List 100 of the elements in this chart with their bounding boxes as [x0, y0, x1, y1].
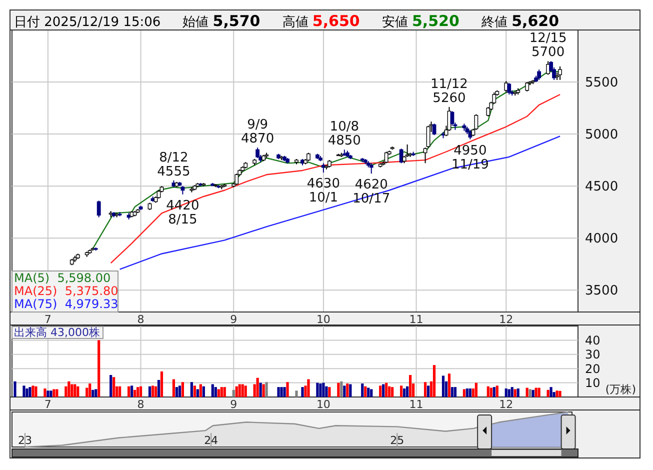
text: MA(5) 5,598.00: [14, 271, 111, 285]
bar: [259, 382, 262, 397]
x-tick-label: 9: [230, 398, 238, 411]
bar: [492, 387, 496, 397]
bar: [241, 384, 244, 397]
bar: [325, 386, 328, 397]
x-tick-label: 23: [18, 434, 32, 447]
bar: [454, 387, 457, 397]
bar: [235, 386, 238, 397]
x-tick-label: 24: [204, 434, 218, 447]
x-tick-label: 12: [499, 398, 514, 411]
x-tick-label: 8: [137, 313, 144, 326]
bar: [403, 388, 406, 397]
bar: [46, 390, 50, 397]
candlestick: [525, 82, 530, 92]
y-tick-label: 10: [585, 376, 600, 390]
bar: [88, 384, 92, 397]
bar: [277, 387, 280, 397]
bar: [349, 384, 352, 397]
x-tick-label: 9: [230, 313, 238, 326]
bar: [157, 380, 160, 397]
bar: [217, 389, 220, 397]
bar: [337, 382, 340, 397]
bar: [283, 387, 286, 397]
y-tick-label: 4000: [585, 232, 618, 247]
bar: [534, 388, 538, 397]
y-tick-label: 4500: [585, 180, 618, 195]
bar: [370, 389, 373, 397]
bar: [232, 390, 235, 397]
chart-title: 出来高 43,000株: [14, 326, 100, 339]
bar: [280, 387, 283, 397]
annotation: 10/8 4850: [328, 120, 361, 149]
bar: [220, 387, 223, 397]
bar: [346, 384, 349, 397]
bar: [546, 390, 550, 397]
bar: [244, 386, 247, 397]
bar: [528, 389, 532, 397]
bar: [214, 387, 217, 397]
bar: [450, 387, 454, 397]
bar: [307, 379, 310, 397]
bar: [154, 386, 158, 397]
bar: [181, 382, 184, 397]
bar: [316, 382, 319, 397]
bar: [448, 374, 451, 397]
bar: [406, 386, 409, 397]
bar: [343, 386, 346, 397]
candlestick: [399, 148, 404, 164]
bar: [340, 381, 343, 397]
bar: [52, 389, 56, 397]
annotation: 日付 2025/12/19 15:06: [14, 15, 161, 30]
candlestick: [384, 151, 388, 164]
bar: [112, 377, 116, 397]
bar: [238, 384, 241, 397]
bar: [148, 386, 152, 397]
candlestick: [507, 82, 512, 96]
bar: [256, 378, 259, 397]
bar: [388, 386, 391, 397]
bar: [514, 389, 516, 397]
annotation: 高値 5,650: [282, 12, 360, 30]
y-tick-label: 5500: [585, 76, 618, 91]
bar: [211, 384, 214, 397]
bar: [301, 387, 304, 397]
bar: [74, 384, 76, 397]
bar: [34, 386, 38, 397]
bar: [379, 386, 382, 397]
bar: [32, 386, 34, 397]
bar: [178, 386, 182, 397]
bar: [22, 386, 26, 397]
candlestick: [96, 200, 101, 218]
bar: [400, 386, 403, 397]
x-tick-label: 12: [499, 313, 514, 326]
bar: [265, 382, 268, 397]
candlestick: [256, 147, 260, 158]
x-tick-label: 25: [390, 434, 404, 447]
bar: [466, 388, 468, 397]
annotation: 安値 5,520: [382, 12, 460, 30]
annotation: 4630 10/1: [306, 176, 340, 206]
bar: [462, 389, 466, 397]
bar: [26, 388, 28, 397]
bar: [68, 381, 70, 397]
bar: [486, 386, 490, 397]
candlestick: [432, 123, 436, 136]
bar: [202, 386, 205, 397]
bar: [286, 382, 289, 397]
bar: [70, 384, 74, 397]
bar: [223, 387, 226, 397]
bar: [92, 390, 94, 397]
x-tick-label: 7: [44, 398, 52, 411]
bar: [50, 390, 52, 397]
y-tick-label: 3500: [585, 284, 618, 299]
annotation: 終値 5,620: [480, 12, 560, 30]
series-label: MA(25) 5,375.80: [14, 284, 118, 298]
bar: [262, 384, 265, 397]
bar: [558, 390, 562, 397]
bar: [508, 389, 510, 397]
bar: [550, 387, 552, 397]
bar: [385, 382, 388, 397]
bar: [526, 388, 528, 397]
annotation: 始値 5,570: [182, 12, 260, 30]
bar: [136, 387, 140, 397]
